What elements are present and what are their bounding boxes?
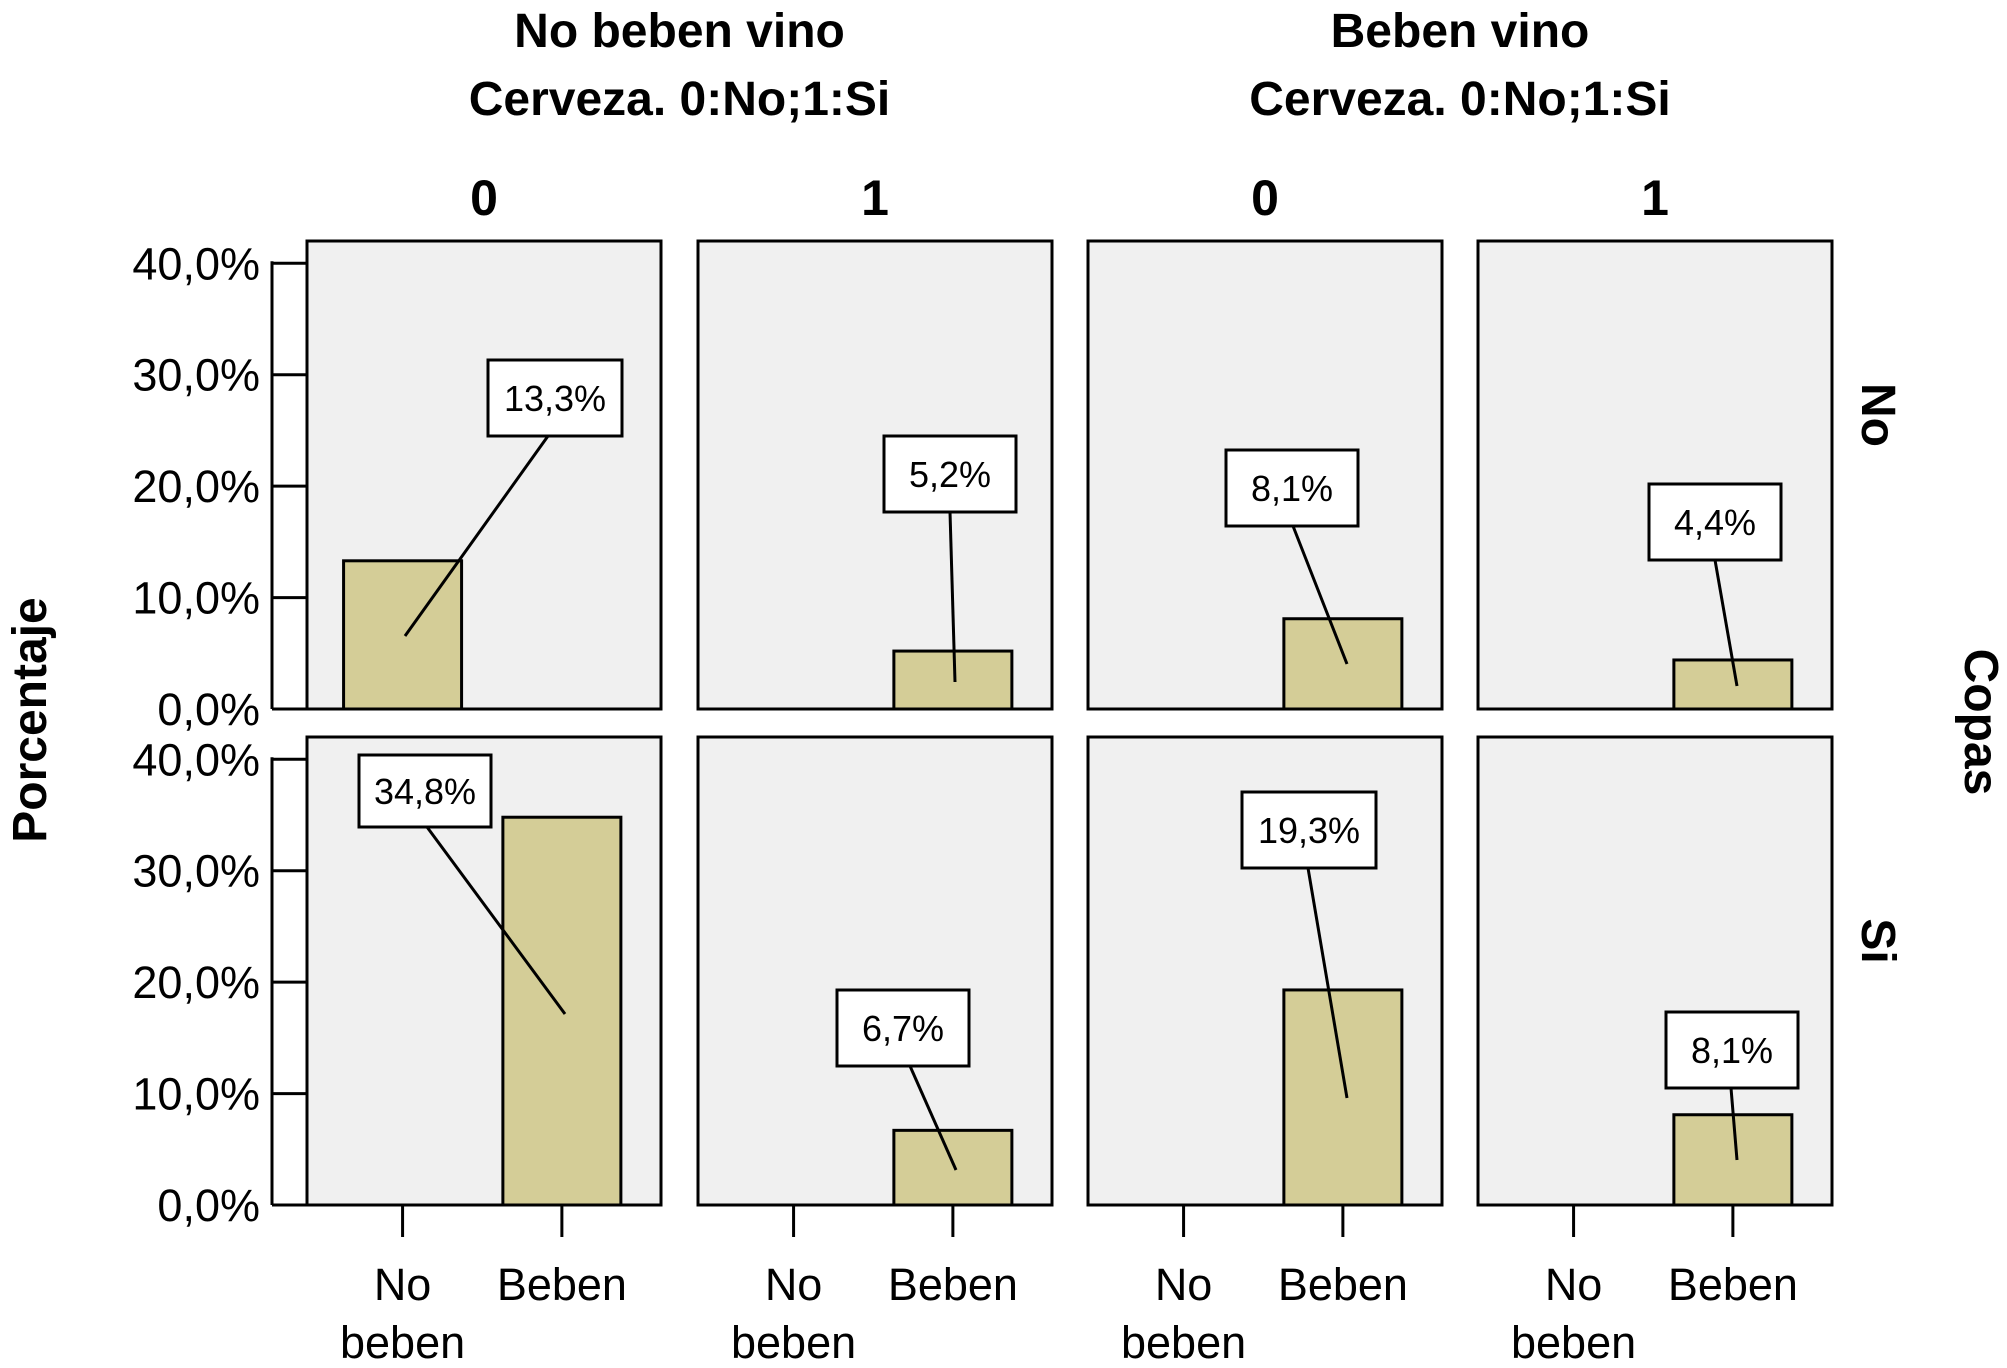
y-tick-label: 30,0% (132, 846, 260, 897)
x-tick-label: No (374, 1259, 432, 1310)
data-label: 8,1% (1251, 468, 1333, 509)
data-label-box (1664, 1010, 1800, 1090)
data-label: 5,2% (909, 454, 991, 495)
y-tick-label: 40,0% (132, 734, 260, 785)
row-header: No (1851, 383, 1904, 447)
row-header: Si (1851, 918, 1904, 963)
x-tick-label: Beben (888, 1259, 1018, 1310)
data-label-box (1224, 448, 1360, 528)
bar (1282, 617, 1404, 711)
y-tick-label: 10,0% (132, 1069, 260, 1120)
data-label-box (357, 753, 493, 829)
data-label-box (882, 434, 1018, 514)
label-leader-line (1713, 559, 1739, 687)
column-header: 1 (1641, 170, 1669, 226)
row-axis-title: Copas (1954, 649, 2007, 796)
column-group-subtitle: Cerveza. 0:No;1:Si (1249, 73, 1670, 126)
data-label-box (1240, 790, 1378, 870)
x-tick-label-line2: beben (1121, 1317, 1246, 1368)
label-leader-line (1729, 1087, 1739, 1161)
data-label: 19,3% (1258, 810, 1360, 851)
data-label: 8,1% (1691, 1030, 1773, 1071)
column-group-subtitle: Cerveza. 0:No;1:Si (469, 73, 890, 126)
column-header: 0 (470, 170, 498, 226)
x-tick-label-line2: beben (1511, 1317, 1636, 1368)
y-tick-label: 30,0% (132, 350, 260, 401)
column-group-title: Beben vino (1331, 5, 1590, 58)
label-leader-line (425, 826, 567, 1015)
x-tick-label: No (1155, 1259, 1213, 1310)
y-tick-label: 40,0% (132, 238, 260, 289)
data-label-box (835, 988, 971, 1068)
bar (892, 1128, 1014, 1207)
x-tick-label-line2: beben (340, 1317, 465, 1368)
y-axis-title: Porcentaje (4, 597, 57, 842)
y-tick-label: 20,0% (132, 461, 260, 512)
data-label-box (486, 358, 624, 438)
x-tick-label: No (765, 1259, 823, 1310)
x-tick-label: Beben (1278, 1259, 1408, 1310)
y-tick-label: 0,0% (157, 1180, 260, 1231)
label-leader-line (1291, 525, 1349, 665)
bar (1282, 988, 1404, 1207)
x-tick-label-line2: beben (731, 1317, 856, 1368)
label-leader-line (948, 511, 957, 683)
data-label: 6,7% (862, 1008, 944, 1049)
panel-frame (1476, 239, 1834, 711)
column-header: 0 (1251, 170, 1279, 226)
y-tick-label: 0,0% (157, 684, 260, 735)
data-label: 4,4% (1674, 502, 1756, 543)
y-tick-label: 10,0% (132, 573, 260, 624)
column-group-title: No beben vino (514, 5, 845, 58)
x-tick-label: Beben (1668, 1259, 1798, 1310)
data-label: 34,8% (374, 771, 476, 812)
data-label-box (1647, 482, 1783, 562)
data-label: 13,3% (504, 378, 606, 419)
x-tick-label: No (1545, 1259, 1603, 1310)
column-header: 1 (861, 170, 889, 226)
label-leader-line (403, 435, 550, 637)
y-tick-label: 20,0% (132, 957, 260, 1008)
panel-frame (696, 735, 1054, 1207)
x-tick-label: Beben (497, 1259, 627, 1310)
label-leader-line (1306, 867, 1349, 1099)
label-leader-line (908, 1065, 958, 1171)
